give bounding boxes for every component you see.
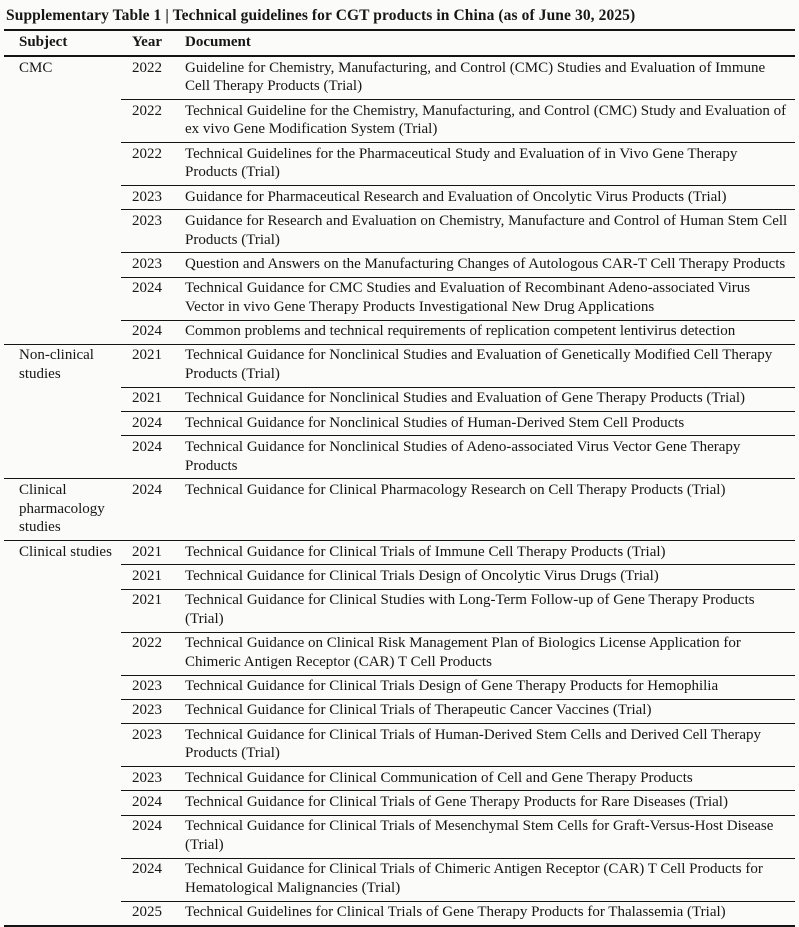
table-row: 2021 Technical Guidance for Clinical Tria… [4,564,795,590]
document-cell: Technical Guidance for Clinical Communic… [176,766,795,792]
table-row: 2023 Technical Guidance for Clinical Tria… [4,699,795,725]
document-cell: Technical Guidance on Clinical Risk Mana… [176,632,795,676]
table-row: 2024 Common problems and technical requir… [4,320,795,345]
table-row: 2022 Technical Guidelines for the Pharmac… [4,142,795,187]
table-row: CMC 2022 Guideline for Chemistry, Manufact… [4,56,795,345]
table-row: 2023 Question and Answers on the Manufact… [4,252,795,278]
year-cell: 2024 [121,478,176,542]
document-cell: Technical Guidance for Nonclinical Studi… [176,344,795,388]
document-cell: Technical Guidance for Clinical Pharmaco… [176,478,795,542]
year-cell: 2021 [121,589,176,633]
year-cell: 2024 [121,320,176,345]
year-cell: 2024 [121,411,176,437]
column-header-subject: Subject [4,30,121,58]
year-cell: 2021 [121,564,176,590]
table-row: Clinical studies 2021 Technical Guidance f… [4,540,795,927]
document-cell: Technical Guidance for Clinical Trials o… [176,540,795,566]
year-cell: 2023 [121,766,176,792]
year-cell: 2024 [121,815,176,859]
table-row: 2024 Technical Guidance for Clinical Tria… [4,815,795,859]
table-row: 2022 Technical Guideline for the Chemistr… [4,99,795,144]
table-row: 2024 Technical Guidance for CMC Studies a… [4,277,795,321]
document-cell: Guideline for Chemistry, Manufacturing, … [176,56,795,101]
document-cell: Technical Guidance for Clinical Trials o… [176,699,795,725]
document-cell: Common problems and technical requiremen… [176,320,795,345]
table-row: 2025 Technical Guidelines for Clinical Tr… [4,901,795,927]
year-cell: 2024 [121,277,176,321]
year-cell: 2022 [121,632,176,676]
document-cell: Technical Guidance for Clinical Trials o… [176,723,795,768]
table-row: 2023 Guidance for Pharmaceutical Research… [4,185,795,211]
year-cell: 2023 [121,675,176,700]
table-title: Supplementary Table 1 | Technical guidel… [6,7,636,24]
table-row: 2024 Technical Guidance for Nonclinical S… [4,411,795,437]
year-cell: 2021 [121,540,176,566]
table-row: Non-clinical studies 2021 Technical Guidan… [4,344,795,480]
table-row: 2021 Technical Guidance for Nonclinical S… [4,387,795,413]
year-cell: 2023 [121,185,176,211]
subject-cell: Clinical pharmacology studies [4,478,121,542]
year-cell: 2022 [121,142,176,187]
document-cell: Technical Guidance for Nonclinical Studi… [176,435,795,480]
table-row: Clinical pharmacology studies 2024 Technic… [4,478,795,542]
table-body: CMC 2022 Guideline for Chemistry, Manufact… [4,56,795,927]
table-row: 2024 Technical Guidance for Nonclinical S… [4,435,795,480]
table-row: 2023 Technical Guidance for Clinical Tria… [4,675,795,700]
document-cell: Technical Guidelines for Clinical Trials… [176,901,795,927]
document-cell: Technical Guidance for CMC Studies and E… [176,277,795,321]
year-cell: 2023 [121,252,176,278]
document-cell: Technical Guidance for Clinical Trials o… [176,790,795,816]
year-cell: 2023 [121,209,176,254]
table-row: 2023 Guidance for Research and Evaluation… [4,209,795,254]
year-cell: 2023 [121,699,176,725]
document-cell: Guidance for Research and Evaluation on … [176,209,795,254]
document-cell: Technical Guidance for Clinical Trials o… [176,815,795,859]
year-cell: 2021 [121,387,176,413]
subject-cell: Non-clinical studies [4,344,121,480]
subject-cell: CMC [4,56,121,345]
year-cell: 2021 [121,344,176,388]
year-cell: 2024 [121,435,176,480]
column-header-document: Document [176,30,795,58]
year-cell: 2022 [121,56,176,101]
document-cell: Technical Guideline for the Chemistry, M… [176,99,795,144]
guidelines-table: Subject Year Document CMC 2022 Guideline f… [4,29,795,927]
column-header-year: Year [121,30,176,58]
year-cell: 2022 [121,99,176,144]
table-row: 2023 Technical Guidance for Clinical Tria… [4,723,795,768]
document-cell: Technical Guidance for Clinical Trials o… [176,858,795,902]
document-cell: Technical Guidance for Nonclinical Studi… [176,411,795,437]
year-cell: 2023 [121,723,176,768]
table-row: 2024 Technical Guidance for Clinical Tria… [4,858,795,902]
document-cell: Guidance for Pharmaceutical Research and… [176,185,795,211]
table-row: 2021 Technical Guidance for Clinical Stud… [4,589,795,633]
year-cell: 2024 [121,858,176,902]
table-row: 2022 Technical Guidance on Clinical Risk … [4,632,795,676]
document-cell: Technical Guidance for Clinical Trials D… [176,564,795,590]
document-cell: Technical Guidelines for the Pharmaceuti… [176,142,795,187]
year-cell: 2025 [121,901,176,927]
year-cell: 2024 [121,790,176,816]
table-header-row: Subject Year Document [4,30,795,58]
table-row: 2024 Technical Guidance for Clinical Tria… [4,790,795,816]
subject-cell: Clinical studies [4,540,121,927]
table-row: 2023 Technical Guidance for Clinical Comm… [4,766,795,792]
document-cell: Technical Guidance for Nonclinical Studi… [176,387,795,413]
document-cell: Technical Guidance for Clinical Trials D… [176,675,795,700]
document-cell: Technical Guidance for Clinical Studies … [176,589,795,633]
document-cell: Question and Answers on the Manufacturin… [176,252,795,278]
